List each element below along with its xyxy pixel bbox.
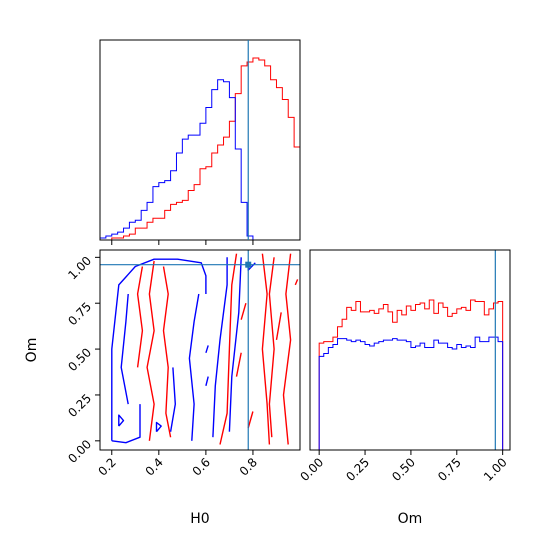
joint-xtick-label-2: 0.6	[190, 455, 213, 478]
joint-ytick-label-1: 0.25	[65, 391, 94, 420]
truth-point	[245, 261, 252, 268]
y-axis-label-om: Om	[24, 338, 40, 363]
contour-blue-7	[118, 414, 125, 427]
joint-xtick-label-0: 0.2	[95, 455, 118, 478]
contour-red-10	[136, 266, 144, 368]
contour-red-8	[146, 260, 155, 441]
h0-om-contour-panel: 0.2 0.4 0.6 0.8 0.00 0.25 0.50 0.75 1.00	[65, 249, 301, 479]
joint-ytick-label-2: 0.50	[65, 345, 94, 374]
contour-red-3	[282, 253, 292, 445]
om-xtick-label-3: 0.75	[435, 455, 464, 484]
joint-xtick-label-1: 0.4	[143, 455, 166, 478]
contour-red-6	[240, 303, 247, 320]
contour-blue-8	[155, 421, 162, 433]
joint-ytick-label-0: 0.00	[65, 437, 94, 466]
contour-red-0	[219, 253, 238, 445]
histogram-step-blue	[318, 336, 504, 450]
contour-blue-3	[188, 293, 200, 441]
x-axis-label-om: Om	[398, 511, 423, 527]
om-histogram-frame	[309, 249, 511, 451]
contour-red-1	[261, 253, 271, 445]
contour-red-7	[275, 312, 282, 341]
om-xtick-label-0: 0.00	[298, 455, 327, 484]
h0-om-contour-frame	[99, 249, 301, 451]
contour-red-9	[162, 266, 172, 438]
om-xtick-label-2: 0.50	[389, 455, 418, 484]
contour-blue-9	[205, 345, 209, 354]
contour-blue-5	[228, 257, 242, 432]
contour-blue-0	[111, 258, 207, 441]
contour-blue-6	[169, 367, 176, 432]
om-xtick-label-4: 1.00	[481, 455, 510, 484]
contour-red-2	[268, 257, 275, 438]
contour-blue-4	[212, 257, 228, 438]
contour-lines	[111, 253, 299, 445]
contour-blue-1	[111, 404, 141, 444]
h0-histogram-frame	[99, 39, 301, 241]
contour-red-4	[247, 411, 254, 429]
joint-ytick-label-3: 0.75	[65, 299, 94, 328]
contour-red-11	[294, 279, 299, 286]
x-axis-label-h0: H0	[190, 511, 209, 527]
joint-xtick-label-3: 0.8	[237, 455, 260, 478]
histogram-step-blue	[99, 79, 300, 241]
histogram-step-red	[100, 57, 301, 241]
om-xtick-label-1: 0.25	[343, 455, 372, 484]
joint-ytick-label-4: 1.00	[65, 254, 94, 283]
om-histogram-panel: 0.00 0.25 0.50 0.75 1.00	[298, 249, 511, 484]
contour-blue-10	[205, 376, 209, 386]
contour-blue-2	[120, 293, 129, 405]
h0-histogram-panel	[99, 39, 301, 245]
histogram-step-red	[318, 299, 504, 450]
contour-red-5	[235, 352, 242, 377]
